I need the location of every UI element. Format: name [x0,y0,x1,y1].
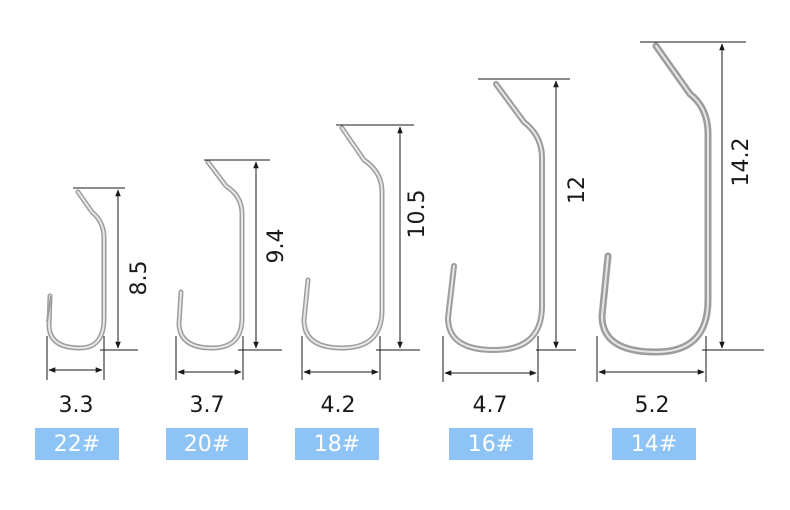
hook-16-height: 12 [565,176,590,204]
hook-14-width: 5.2 [635,393,670,418]
hook-14: 14.2 5.2 [596,41,764,418]
hook-18-height: 10.5 [405,190,430,239]
size-badge-22: 22# [35,428,119,460]
hook-14-body [598,42,712,356]
hook-20: 9.4 3.7 [175,159,289,418]
hook-16-width: 4.7 [473,393,508,418]
hook-18: 10.5 4.2 [301,124,430,418]
hook-16: 12 4.7 [442,78,590,418]
hook-16-body [445,81,545,353]
hook-18-body [301,125,385,351]
hook-22: 8.5 3.3 [46,187,152,418]
size-badge-18: 18# [295,428,379,460]
hook-14-height: 14.2 [729,138,754,187]
hook-18-width: 4.2 [321,393,356,418]
hook-20-height: 9.4 [264,229,289,264]
size-badge-16: 16# [449,428,533,460]
size-badge-20: 20# [166,428,248,460]
hook-22-height: 8.5 [127,261,152,296]
hook-22-width: 3.3 [59,393,94,418]
size-badge-14: 14# [612,428,696,460]
hook-20-width: 3.7 [190,393,225,418]
